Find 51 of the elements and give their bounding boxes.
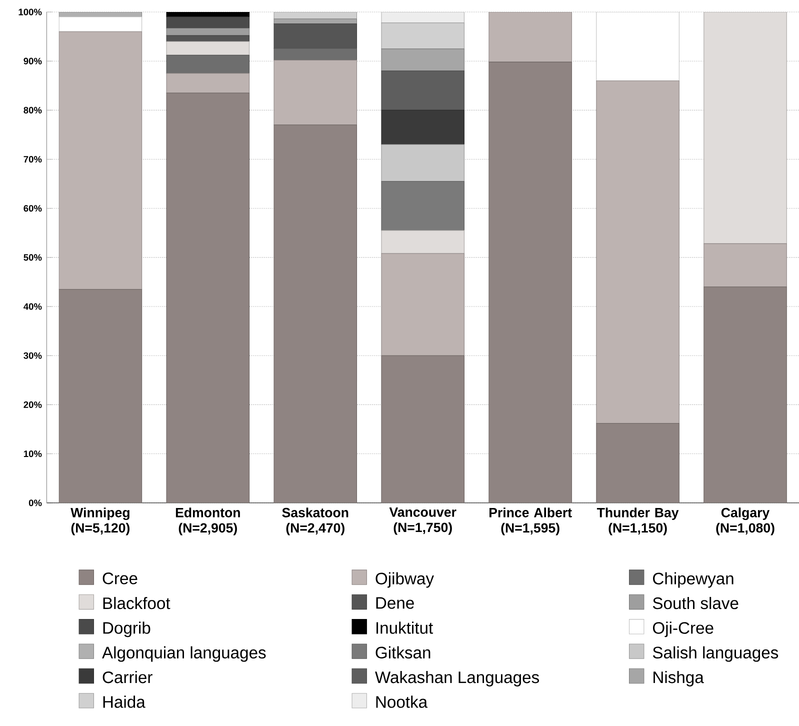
- legend-label: Nootka: [376, 696, 428, 708]
- legend-label: Gitksan: [376, 646, 430, 659]
- bar: [381, 181, 464, 231]
- bar: [381, 144, 464, 182]
- bar: [488, 12, 572, 63]
- y-tick-label: 80%: [24, 107, 42, 114]
- x-tick-label: Vancouver (N=1,750): [389, 508, 456, 535]
- legend-label: Dogrib: [103, 622, 150, 638]
- x-tick-label: Calgary (N=1,080): [716, 508, 774, 536]
- legend-label: Dene: [376, 597, 414, 610]
- legend-label: South slave: [652, 597, 738, 610]
- bar: [166, 16, 250, 29]
- legend-label: Oji-Cree: [652, 622, 714, 638]
- y-tick-label: 30%: [24, 352, 42, 360]
- y-tick-label: 40%: [24, 303, 42, 310]
- y-tick-label: 10%: [24, 450, 42, 458]
- bar: [274, 60, 358, 126]
- bar: [704, 12, 787, 244]
- y-tick-label: 60%: [24, 205, 42, 212]
- bar: [166, 41, 250, 56]
- legend-label: Cree: [102, 572, 138, 584]
- legend-label: Ojibway: [376, 572, 434, 588]
- legend-label: Salish languages: [652, 646, 778, 662]
- x-tick-label: Thunder Bay (N=1,150): [596, 508, 679, 536]
- bar: [166, 55, 250, 74]
- legend-label: Nishga: [654, 671, 704, 687]
- x-tick-label: Prince Albert (N=1,595): [489, 508, 572, 536]
- bar: [704, 244, 787, 288]
- y-tick-label: 90%: [24, 58, 42, 65]
- x-tick-label: Saskatoon (N=2,470): [282, 508, 348, 536]
- bar: [58, 32, 142, 290]
- legend-label: Carrier: [102, 671, 152, 684]
- bar: [381, 230, 464, 254]
- bar: [166, 73, 250, 94]
- y-tick-label: 100%: [18, 8, 42, 16]
- y-tick-label: 0%: [28, 500, 42, 506]
- legend-label: Haida: [103, 696, 146, 708]
- legend-label: Blackfoot: [103, 597, 170, 610]
- legend-label: Chipewyan: [653, 572, 734, 588]
- legend-label: Inuktitut: [376, 622, 433, 634]
- y-tick-label: 70%: [24, 156, 42, 163]
- bar: [381, 253, 464, 356]
- legend-label: Wakashan Languages: [375, 671, 539, 687]
- legend-label: Algonquian languages: [102, 646, 266, 662]
- bar: [381, 22, 464, 50]
- y-tick-label: 20%: [24, 402, 42, 408]
- y-tick-label: 50%: [24, 254, 42, 261]
- bar: [596, 80, 680, 424]
- bar: [166, 35, 250, 42]
- x-tick-label: Edmonton (N=2,905): [176, 508, 240, 536]
- x-tick-label: Winnipeg (N=5,120): [70, 508, 130, 536]
